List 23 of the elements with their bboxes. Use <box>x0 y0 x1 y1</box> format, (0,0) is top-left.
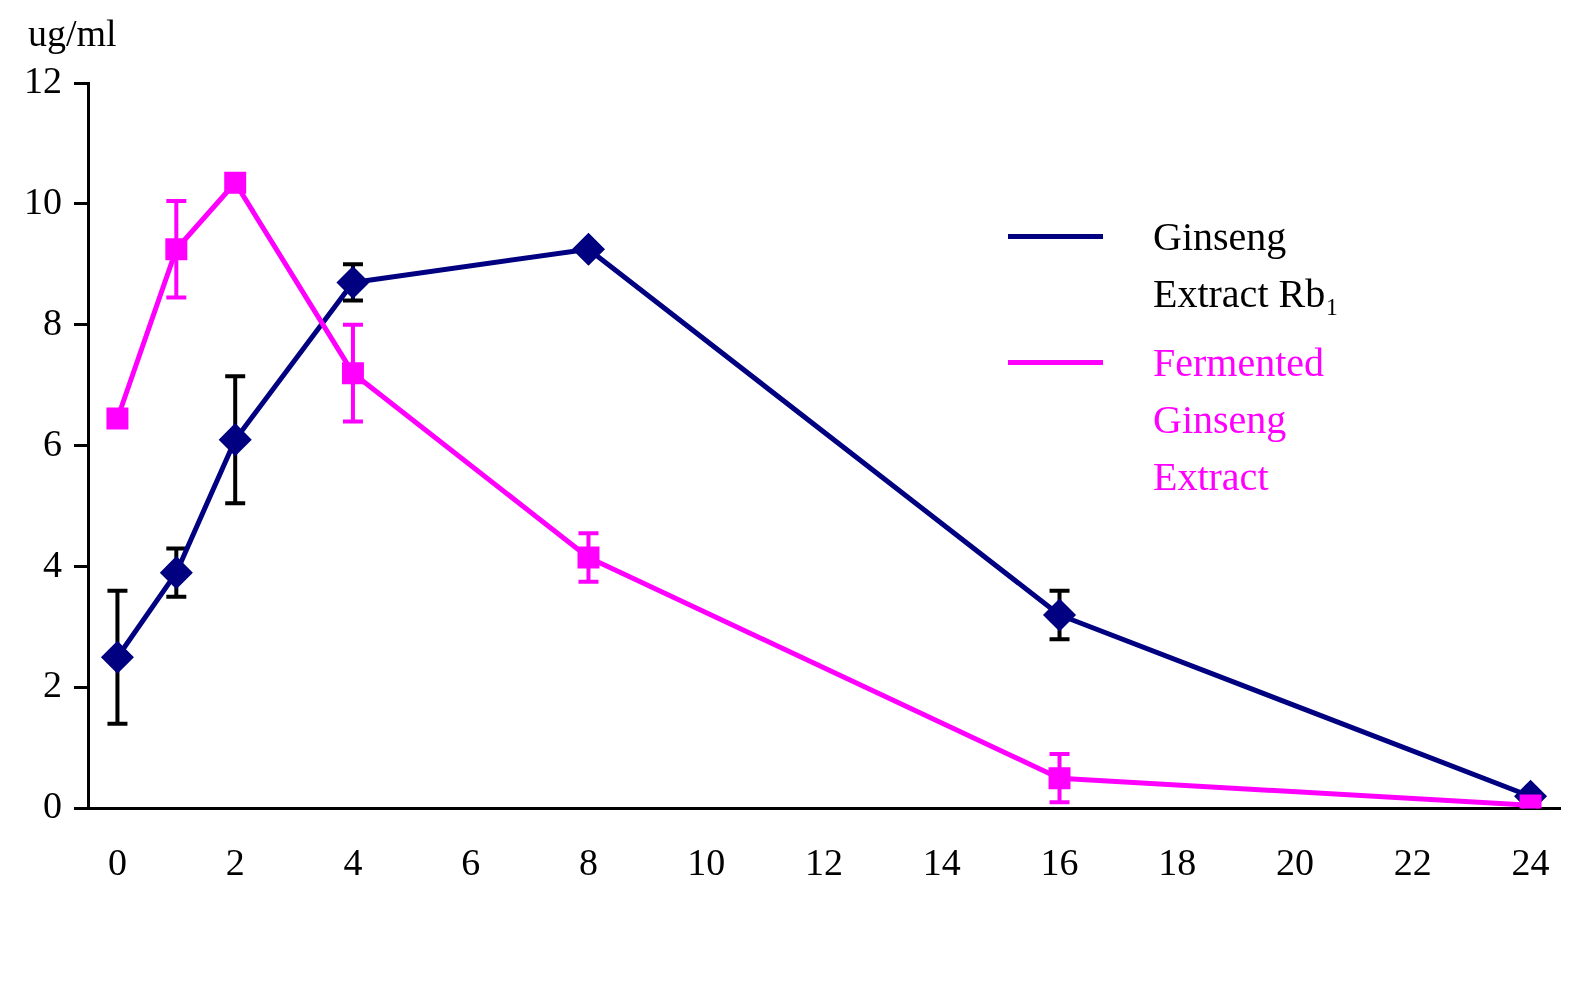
x-tick-label: 4 <box>343 841 363 884</box>
x-tick-label: 14 <box>922 841 961 884</box>
x-tick-label: 24 <box>1511 841 1550 884</box>
y-tick-label: 8 <box>43 300 62 343</box>
y-tick-label: 2 <box>43 663 62 706</box>
x-tick-label: 16 <box>1040 841 1079 884</box>
x-tick-label: 0 <box>107 841 127 884</box>
y-axis-title: ug/ml <box>28 11 117 54</box>
y-tick-label: 6 <box>43 421 62 464</box>
legend-label: Fermented Ginseng Extract <box>1153 339 1326 501</box>
x-tick-label: 20 <box>1276 841 1315 884</box>
x-tick-label: 22 <box>1393 841 1432 884</box>
legend-label: Ginseng Extract Rb₁ <box>1153 213 1341 318</box>
x-tick-label: 2 <box>225 841 245 884</box>
x-tick-label: 8 <box>578 841 598 884</box>
x-tick-label: 6 <box>461 841 481 884</box>
y-tick-label: 4 <box>43 542 62 585</box>
y-tick-label: 12 <box>24 58 62 101</box>
x-tick-label: 12 <box>805 841 843 884</box>
y-tick-label: 10 <box>24 179 62 222</box>
x-tick-label: 18 <box>1158 841 1197 884</box>
y-tick-label: 0 <box>43 784 62 827</box>
x-tick-label: 10 <box>687 841 726 884</box>
